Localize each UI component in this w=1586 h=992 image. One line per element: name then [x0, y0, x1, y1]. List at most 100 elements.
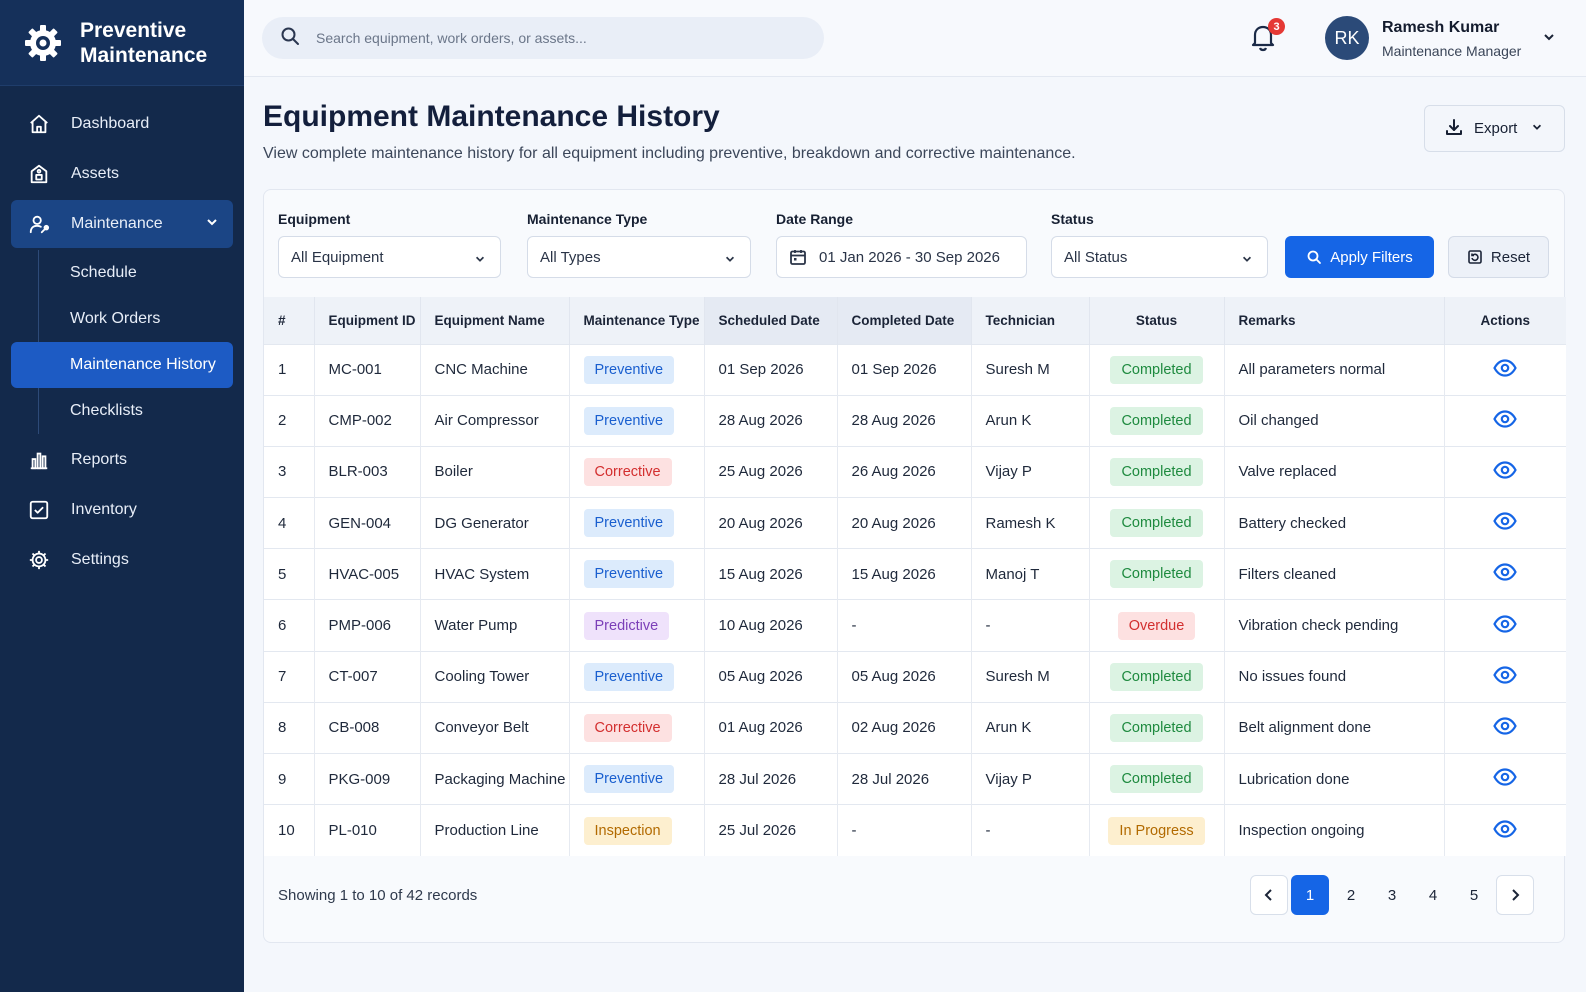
- view-eye-icon[interactable]: [1493, 717, 1518, 739]
- export-button[interactable]: Export: [1424, 105, 1565, 152]
- column-header[interactable]: Status: [1089, 297, 1225, 344]
- status-filter-label: Status: [1051, 211, 1094, 227]
- page-button[interactable]: 5: [1469, 886, 1479, 904]
- page-subtitle: View complete maintenance history for al…: [263, 145, 1076, 162]
- sidebar-item-reports[interactable]: Reports: [11, 436, 233, 484]
- status-cell: Completed: [1089, 753, 1225, 805]
- view-eye-icon[interactable]: [1493, 563, 1518, 585]
- page-button[interactable]: 2: [1346, 886, 1356, 904]
- maintenance-type-badge: Predictive: [583, 611, 670, 640]
- table-row[interactable]: 4 GEN-004 DG Generator Preventive 20 Aug 202…: [264, 497, 1566, 549]
- maintenance-submenu: Schedule Work Orders Maintenance History…: [11, 250, 233, 434]
- apply-filters-button[interactable]: Apply Filters: [1285, 236, 1434, 278]
- view-eye-icon[interactable]: [1493, 614, 1518, 637]
- table-row[interactable]: 5 HVAC-005 HVAC System Preventive 15 Aug 202…: [264, 548, 1566, 600]
- status-badge: Completed: [1110, 509, 1203, 538]
- status-cell: In Progress: [1089, 804, 1225, 856]
- sidebar-nav: Dashboard Assets Maintenance Schedule Wo…: [0, 86, 244, 584]
- equipment-filter-value: All Equipment: [291, 248, 384, 266]
- sidebar-item-dashboard[interactable]: Dashboard: [11, 100, 233, 148]
- actions-cell: [1444, 805, 1566, 856]
- table-row[interactable]: 6 PMP-006 Water Pump Predictive 10 Aug 2026-…: [264, 599, 1566, 652]
- records-summary: Showing 1 to 10 of 42 records: [278, 887, 478, 904]
- search-bar[interactable]: [262, 17, 824, 59]
- equipment-name: Conveyor Belt: [420, 702, 570, 754]
- view-eye-icon[interactable]: [1493, 512, 1518, 534]
- scheduled-date: 25 Aug 2026: [704, 446, 838, 498]
- column-header[interactable]: Scheduled Date: [704, 297, 838, 344]
- reset-button[interactable]: Reset: [1448, 236, 1549, 278]
- row-number: 10: [264, 804, 315, 856]
- sidebar-item-maintenance-history[interactable]: Maintenance History: [11, 342, 233, 388]
- previous-page-button[interactable]: [1250, 875, 1288, 915]
- status-badge: Overdue: [1117, 611, 1196, 640]
- view-eye-icon[interactable]: [1493, 666, 1518, 688]
- technician: Arun K: [971, 395, 1090, 447]
- row-number: 5: [264, 548, 315, 600]
- sidebar-item-settings[interactable]: Settings: [11, 536, 233, 584]
- sidebar-item-assets[interactable]: Assets: [11, 150, 233, 198]
- table-row[interactable]: 7 CT-007 Cooling Tower Preventive 05 Aug 202…: [264, 651, 1566, 703]
- view-eye-icon[interactable]: [1493, 410, 1518, 432]
- sidebar-item-label: Reports: [71, 451, 128, 468]
- top-header: 3 RK Ramesh Kumar Maintenance Manager: [244, 0, 1586, 77]
- technician: Vijay P: [971, 753, 1090, 805]
- status-badge: Completed: [1110, 713, 1203, 742]
- scheduled-date: 28 Aug 2026: [704, 395, 838, 447]
- assets-icon: [27, 162, 51, 186]
- sidebar-item-label: Checklists: [70, 402, 143, 419]
- column-header[interactable]: #: [264, 297, 315, 344]
- page-button[interactable]: 4: [1428, 886, 1438, 904]
- table-row[interactable]: 8 CB-008 Conveyor Belt Corrective 01 Aug 202…: [264, 702, 1566, 754]
- column-header[interactable]: Completed Date: [837, 297, 972, 344]
- table-row[interactable]: 2 CMP-002 Air Compressor Preventive 28 Aug 2…: [264, 395, 1566, 447]
- status-cell: Completed: [1089, 497, 1225, 549]
- table-row[interactable]: 3 BLR-003 Boiler Corrective 25 Aug 2026 26 Au…: [264, 446, 1566, 498]
- maintenance-type-cell: Corrective: [569, 702, 705, 754]
- completed-date: 28 Jul 2026: [837, 753, 972, 805]
- view-eye-icon[interactable]: [1493, 358, 1518, 381]
- equipment-filter-select[interactable]: All Equipment: [278, 236, 501, 278]
- technician: -: [971, 804, 1090, 856]
- page-button[interactable]: 3: [1387, 886, 1397, 904]
- user-menu-chevron-icon[interactable]: [1542, 30, 1556, 49]
- sidebar-item-schedule[interactable]: Schedule: [11, 250, 233, 296]
- search-input[interactable]: [316, 30, 796, 46]
- download-icon: [1444, 117, 1464, 141]
- column-header[interactable]: Equipment ID: [314, 297, 421, 344]
- avatar[interactable]: RK: [1325, 16, 1369, 60]
- column-header[interactable]: Remarks: [1224, 297, 1445, 344]
- sidebar-item-work-orders[interactable]: Work Orders: [11, 296, 233, 342]
- table-row[interactable]: 9 PKG-009 Packaging Machine Preventive 28 Ju…: [264, 753, 1566, 805]
- column-header[interactable]: Technician: [971, 297, 1090, 344]
- type-filter-select[interactable]: All Types: [527, 236, 751, 278]
- remarks: Oil changed: [1224, 395, 1445, 447]
- status-filter-select[interactable]: All Status: [1051, 236, 1268, 278]
- brand[interactable]: Preventive Maintenance: [0, 0, 244, 86]
- maintenance-type-cell: Corrective: [569, 446, 705, 498]
- type-filter-label: Maintenance Type: [527, 211, 648, 227]
- equipment-name: Packaging Machine: [420, 753, 570, 805]
- date-range-picker[interactable]: 01 Jan 2026 - 30 Sep 2026: [776, 236, 1027, 278]
- column-header[interactable]: Maintenance Type: [569, 297, 705, 344]
- column-header[interactable]: Equipment Name: [420, 297, 570, 344]
- view-eye-icon[interactable]: [1493, 819, 1518, 842]
- view-eye-icon[interactable]: [1493, 768, 1518, 790]
- table-row[interactable]: 10 PL-010 Production Line Inspection 25 Jul …: [264, 804, 1566, 856]
- page-button[interactable]: 1: [1291, 875, 1329, 915]
- sidebar-item-checklists[interactable]: Checklists: [11, 388, 233, 434]
- next-page-button[interactable]: [1496, 875, 1534, 915]
- scheduled-date: 05 Aug 2026: [704, 651, 838, 703]
- notifications-button[interactable]: 3: [1249, 18, 1285, 54]
- scheduled-date: 15 Aug 2026: [704, 548, 838, 600]
- maintenance-type-badge: Corrective: [583, 713, 672, 742]
- view-eye-icon[interactable]: [1493, 461, 1518, 483]
- sidebar-item-inventory[interactable]: Inventory: [11, 486, 233, 534]
- status-cell: Completed: [1089, 446, 1225, 498]
- sidebar-item-maintenance[interactable]: Maintenance: [11, 200, 233, 248]
- completed-date: 26 Aug 2026: [837, 446, 972, 498]
- history-card: Equipment All Equipment Maintenance Type…: [263, 189, 1566, 943]
- equipment-id: PMP-006: [314, 599, 421, 652]
- sidebar: Preventive Maintenance Dashboard Assets …: [0, 0, 244, 992]
- table-row[interactable]: 1 MC-001 CNC Machine Preventive 01 Sep 2026 0…: [264, 344, 1566, 396]
